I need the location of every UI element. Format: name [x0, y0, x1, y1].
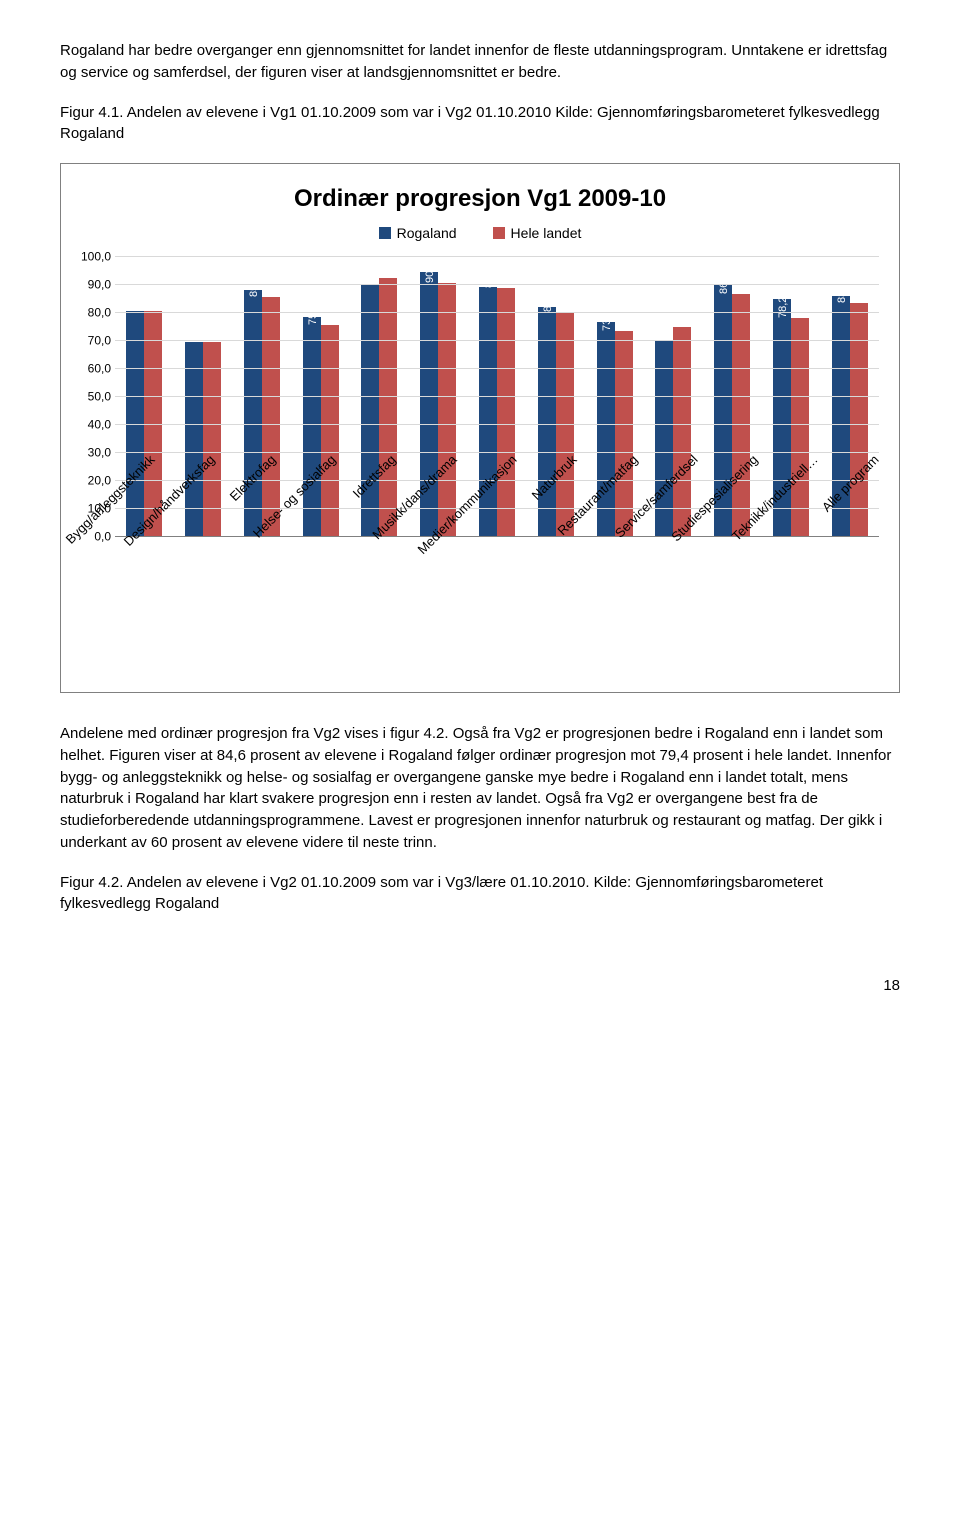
bar-value-label: 69,8: [170, 318, 186, 341]
bar-value-label: 78,2: [776, 295, 792, 318]
bar-value-label: 90,6: [423, 260, 439, 283]
bar-value-label: 78,5: [288, 294, 304, 317]
bar-value-label: 90,2: [699, 261, 715, 284]
bar-value-label: 90,4: [347, 261, 363, 284]
gridline: [115, 424, 879, 425]
gridline: [115, 368, 879, 369]
body-paragraph: Andelene med ordinær progresjon fra Vg2 …: [60, 723, 900, 854]
chart-title: Ordinær progresjon Vg1 2009-10: [71, 182, 889, 217]
legend-swatch-landet: [493, 227, 505, 239]
bar-value-label: 73,6: [600, 308, 616, 331]
chart-x-labels: Bygg/anleggsteknikkDesign/håndverksfagEl…: [105, 454, 889, 624]
x-category-label: Alle program: [859, 454, 960, 574]
y-tick-label: 70,0: [71, 332, 111, 349]
bar-value-label: 80,5: [541, 288, 557, 311]
bar-value-label: 75,7: [306, 302, 322, 325]
bar-value-label: 94,6: [405, 249, 421, 272]
gridline: [115, 312, 879, 313]
chart-container: Ordinær progresjon Vg1 2009-10 Rogaland …: [60, 163, 900, 693]
bar-value-label: 80,6: [129, 288, 145, 311]
bar-value-label: 86,9: [717, 270, 733, 293]
gridline: [115, 452, 879, 453]
figure-4-1-caption: Figur 4.1. Andelen av elevene i Vg1 01.1…: [60, 102, 900, 146]
y-tick-label: 100,0: [71, 248, 111, 265]
bar-value-label: 70,5: [640, 316, 656, 339]
bar-value-label: 85,6: [247, 274, 263, 297]
legend-label-landet: Hele landet: [511, 223, 582, 243]
bar-value-label: 85,0: [758, 276, 774, 299]
bar-value-label: 82,3: [523, 283, 539, 306]
bar-value-label: 76,8: [582, 299, 598, 322]
gridline: [115, 396, 879, 397]
gridline: [115, 284, 879, 285]
bar-value-label: 92,6: [365, 254, 381, 277]
page-number: 18: [60, 975, 900, 997]
bar-value-label: 88,1: [229, 267, 245, 290]
y-tick-label: 90,0: [71, 276, 111, 293]
bar-value-label: 69,8: [188, 318, 204, 341]
y-tick-label: 50,0: [71, 388, 111, 405]
figure-4-2-caption: Figur 4.2. Andelen av elevene i Vg2 01.1…: [60, 872, 900, 916]
chart-legend: Rogaland Hele landet: [71, 223, 889, 243]
intro-paragraph: Rogaland har bedre overganger enn gjenno…: [60, 40, 900, 84]
legend-label-rogaland: Rogaland: [397, 223, 457, 243]
bar-value-label: 74,9: [658, 304, 674, 327]
y-tick-label: 80,0: [71, 304, 111, 321]
y-tick-label: 60,0: [71, 360, 111, 377]
legend-item-landet: Hele landet: [493, 223, 582, 243]
gridline: [115, 340, 879, 341]
bar-value-label: 80,6: [111, 288, 127, 311]
y-tick-label: 40,0: [71, 416, 111, 433]
gridline: [115, 256, 879, 257]
legend-swatch-rogaland: [379, 227, 391, 239]
legend-item-rogaland: Rogaland: [379, 223, 457, 243]
